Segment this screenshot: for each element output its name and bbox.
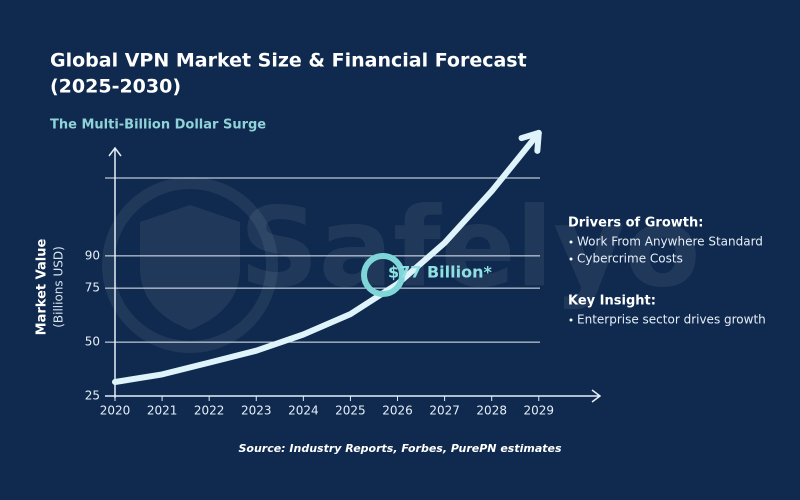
- watermark-logo: [102, 177, 278, 353]
- annotation: $77 Billion*: [388, 263, 492, 282]
- x-tick-label: 2029: [524, 404, 555, 418]
- arrow-head: [518, 129, 542, 154]
- watermark: Safelyo: [240, 183, 701, 311]
- bullet: [569, 318, 573, 322]
- x-tick-label: 2021: [147, 404, 178, 418]
- x-tick-label: 2023: [241, 404, 272, 418]
- panel-heading: Key Insight:: [568, 294, 656, 309]
- x-tick-label: 2025: [335, 404, 366, 418]
- y-axis: [108, 146, 122, 398]
- y-axis-title: Market Value: [35, 239, 50, 336]
- y-tick-label: 50: [85, 335, 100, 349]
- chart-title: Global VPN Market Size & Financial Forec…: [50, 50, 527, 72]
- trend-line: [112, 129, 542, 385]
- chart-subtitle: The Multi-Billion Dollar Surge: [50, 118, 266, 133]
- bullet: [569, 257, 573, 261]
- y-tick-label: 90: [85, 248, 100, 262]
- y-axis-subtitle: (Billions USD): [52, 246, 66, 328]
- x-axis: [105, 389, 602, 403]
- x-tick-label: 2022: [194, 404, 225, 418]
- panel-heading: Drivers of Growth:: [568, 216, 703, 231]
- highlight-ring: [361, 253, 405, 297]
- panel-item: Cybercrime Costs: [577, 252, 683, 266]
- x-tick-label: 2020: [100, 404, 131, 418]
- panel-item: Work From Anywhere Standard: [577, 235, 763, 249]
- panel-item: Enterprise sector drives growth: [577, 313, 766, 327]
- x-tick-label: 2024: [288, 404, 319, 418]
- x-tick-label: 2026: [382, 404, 413, 418]
- y-tick-label: 25: [85, 389, 100, 403]
- x-tick-label: 2028: [476, 404, 507, 418]
- y-tick-label: 75: [85, 281, 100, 295]
- chart-title: (2025-2030): [50, 76, 181, 98]
- source: Source: Industry Reports, Forbes, PurePN…: [238, 442, 562, 455]
- x-tick-label: 2027: [429, 404, 460, 418]
- bullet: [569, 240, 573, 244]
